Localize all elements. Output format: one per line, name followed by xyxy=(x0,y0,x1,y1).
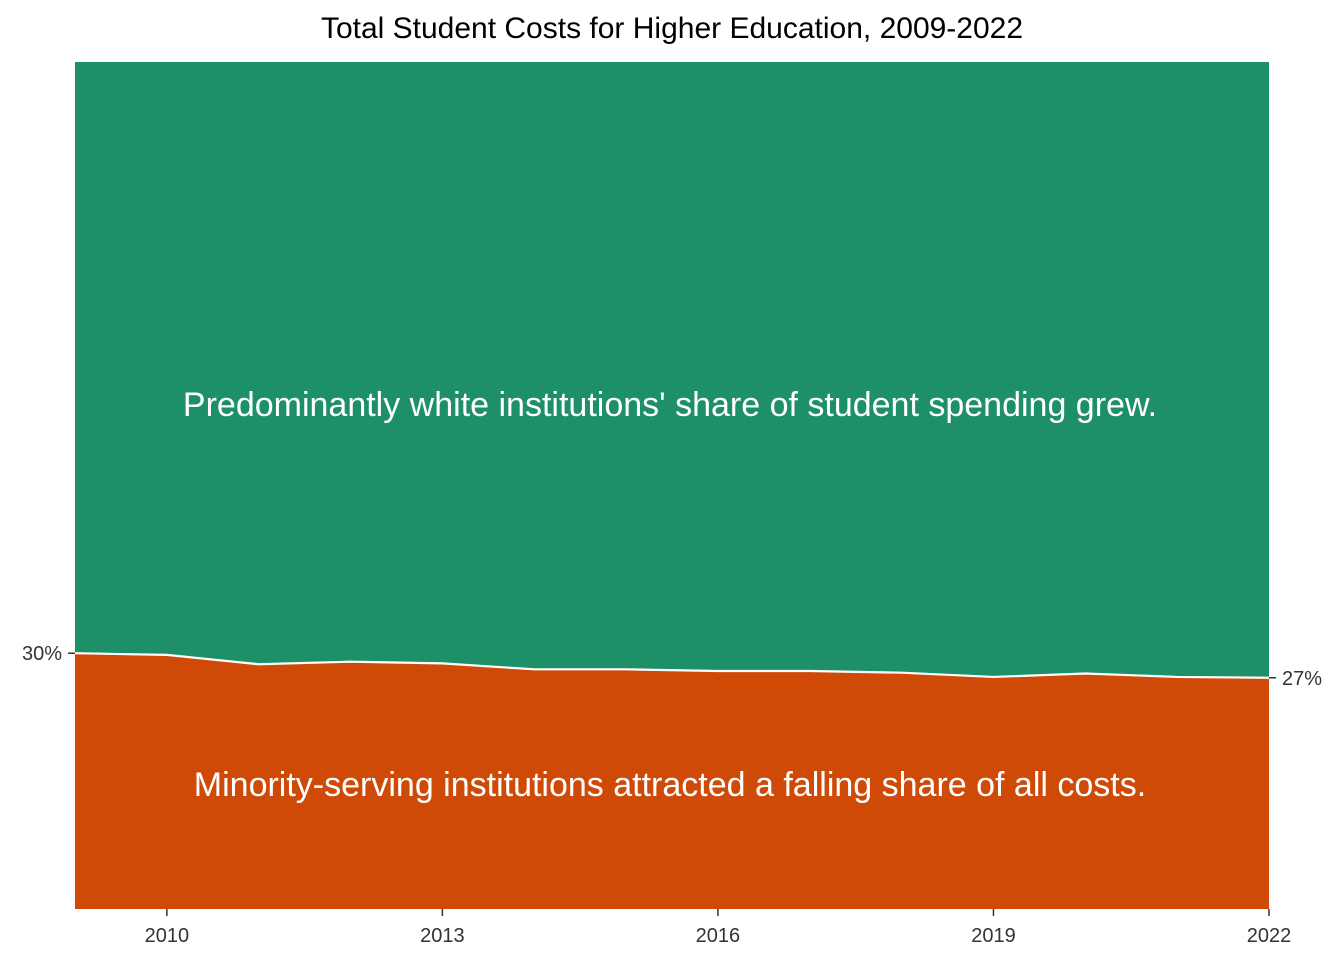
left-end-label: 30% xyxy=(22,643,62,665)
series-area-bottom xyxy=(75,653,1269,909)
chart-title: Total Student Costs for Higher Education… xyxy=(321,12,1023,45)
series-boundary-line xyxy=(74,652,1270,679)
plot-area xyxy=(74,62,1270,909)
x-tick-label: 2022 xyxy=(1247,925,1292,947)
x-tick-label: 2010 xyxy=(145,925,190,947)
x-tick-label: 2019 xyxy=(971,925,1016,947)
annotation-top: Predominantly white institutions' share … xyxy=(183,386,1157,424)
x-axis: 2010 2013 2016 2019 2022 xyxy=(145,909,1292,947)
annotation-bottom: Minority-serving institutions attracted … xyxy=(194,766,1146,804)
x-tick-label: 2013 xyxy=(420,925,465,947)
series-area-top xyxy=(75,62,1269,678)
y-axis-right: 27% xyxy=(1269,668,1322,690)
right-end-label: 27% xyxy=(1282,668,1322,690)
x-tick-label: 2016 xyxy=(696,925,741,947)
y-axis-left: 30% xyxy=(22,643,75,665)
